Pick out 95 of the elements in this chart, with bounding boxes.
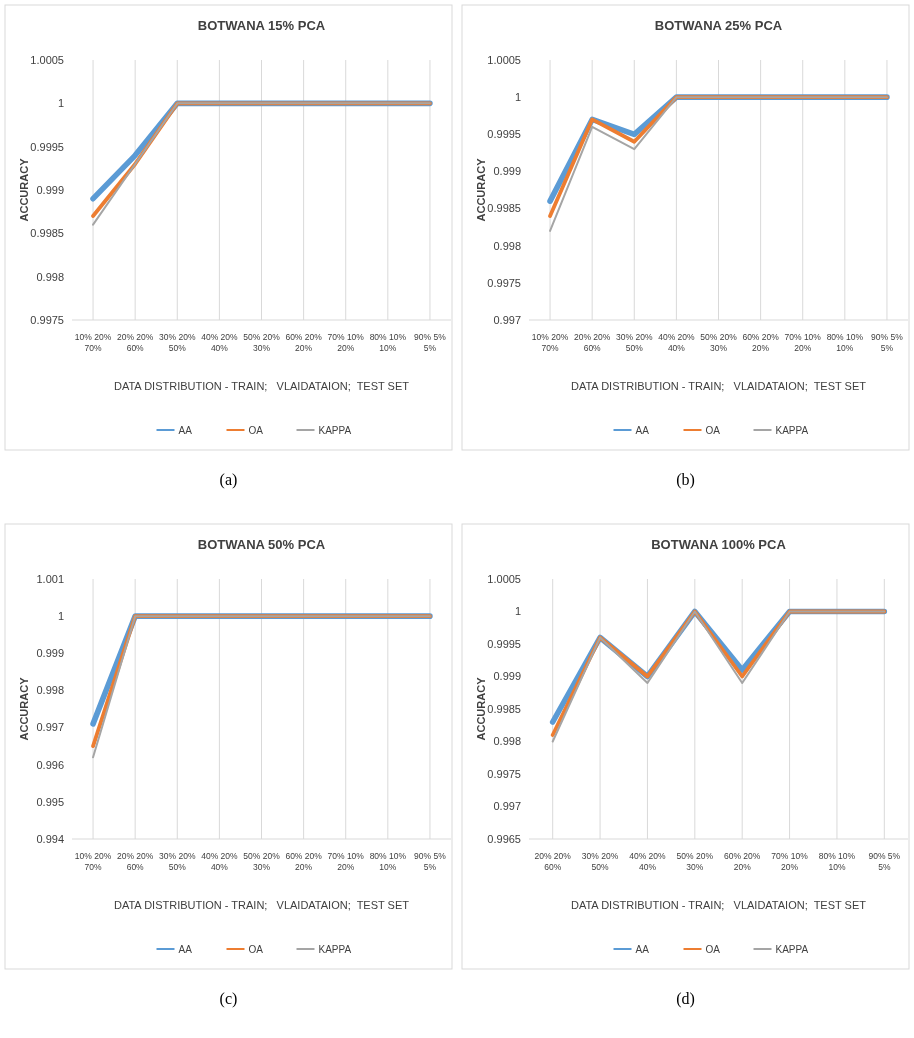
legend-label: KAPPA [318, 424, 352, 436]
x-tick-label: 10% 20% 70% [531, 332, 569, 354]
y-tick-label: 0.999 [493, 670, 521, 683]
x-tick-label: 90% 5% 5% [414, 332, 447, 354]
y-tick-label: 0.999 [36, 183, 64, 196]
y-tick-label: 1.001 [36, 572, 64, 585]
y-tick-label: 0.9975 [487, 276, 521, 289]
x-axis-title: DATA DISTRIBUTION - TRAIN; VLAIDATAION; TEST SET [570, 899, 867, 911]
x-tick-label: 80% 10% 10% [818, 851, 856, 873]
x-tick-label: 80% 10% 10% [369, 332, 407, 354]
text: (a) [219, 471, 238, 489]
x-tick-label: 90% 5% 5% [414, 851, 447, 873]
x-tick-label: 70% 10% 20% [771, 851, 809, 873]
legend-label: OA [705, 943, 721, 955]
x-axis-title: DATA DISTRIBUTION - TRAIN; VLAIDATAION; TEST SET [570, 380, 867, 392]
x-tick-label: 60% 20% 20% [285, 851, 323, 873]
x-tick-label: 30% 20% 50% [581, 851, 619, 873]
legend-label: OA [248, 424, 264, 436]
x-tick-label: 60% 20% 20% [723, 851, 761, 873]
x-tick-label: 20% 20% 60% [116, 851, 154, 873]
legend-label: AA [635, 424, 650, 436]
y-axis-title: ACCURACY [18, 157, 30, 222]
legend-label: OA [705, 424, 721, 436]
y-tick-label: 0.997 [493, 800, 521, 813]
x-tick-label: 60% 20% 20% [285, 332, 323, 354]
y-axis-title: ACCURACY [475, 676, 487, 741]
y-tick-label: 1.0005 [30, 53, 64, 66]
x-tick-label: 60% 20% 20% [742, 332, 780, 354]
y-tick-label: 0.998 [493, 735, 521, 748]
legend-label: KAPPA [775, 424, 809, 436]
text: (c) [219, 990, 238, 1008]
legend-label: KAPPA [775, 943, 809, 955]
y-tick-label: 1 [514, 605, 521, 618]
x-tick-label: 50% 20% 30% [243, 332, 281, 354]
x-tick-label: 40% 20% 40% [201, 332, 239, 354]
chart-title: BOTWANA 15% PCA [197, 18, 326, 33]
x-tick-label: 30% 20% 50% [159, 332, 196, 354]
x-tick-label: 70% 10% 20% [327, 332, 365, 354]
x-tick-label: 10% 20% 70% [74, 851, 112, 873]
legend-label: OA [248, 943, 264, 955]
chart-title: BOTWANA 50% PCA [197, 537, 326, 552]
x-tick-label: 80% 10% 10% [826, 332, 864, 354]
y-axis-title: ACCURACY [18, 676, 30, 741]
x-axis-title: DATA DISTRIBUTION - TRAIN; VLAIDATAION; TEST SET [113, 380, 410, 392]
y-tick-label: 0.998 [36, 270, 64, 283]
y-axis-title: ACCURACY [475, 157, 487, 222]
y-tick-label: 1.0005 [487, 572, 521, 585]
y-tick-label: 0.994 [36, 832, 64, 845]
y-tick-label: 1.0005 [487, 53, 521, 66]
x-tick-label: 10% 20% 70% [74, 332, 112, 354]
y-tick-label: 0.9985 [30, 227, 64, 240]
y-tick-label: 0.996 [36, 758, 64, 771]
x-tick-label: 20% 20% 60% [116, 332, 154, 354]
y-tick-label: 1 [514, 90, 521, 103]
x-tick-label: 40% 20% 40% [629, 851, 667, 873]
y-tick-label: 0.999 [36, 647, 64, 660]
x-tick-label: 30% 20% 50% [616, 332, 653, 354]
y-tick-label: 0.9995 [487, 128, 521, 141]
y-tick-label: 0.998 [36, 684, 64, 697]
y-tick-label: 0.997 [36, 721, 64, 734]
y-tick-label: 0.9995 [30, 140, 64, 153]
x-tick-label: 30% 20% 50% [159, 851, 196, 873]
x-tick-label: 70% 10% 20% [784, 332, 822, 354]
y-tick-label: 0.9995 [487, 637, 521, 650]
x-tick-label: 20% 20% 60% [573, 332, 611, 354]
y-tick-label: 1 [57, 97, 64, 110]
legend-label: KAPPA [318, 943, 352, 955]
text: (b) [676, 471, 695, 489]
x-tick-label: 50% 20% 30% [700, 332, 738, 354]
legend-label: AA [178, 424, 193, 436]
y-tick-label: 0.9975 [30, 313, 64, 326]
x-axis-title: DATA DISTRIBUTION - TRAIN; VLAIDATAION; TEST SET [113, 899, 410, 911]
legend-label: AA [178, 943, 193, 955]
y-tick-label: 0.9965 [487, 832, 521, 845]
x-tick-label: 20% 20% 60% [534, 851, 572, 873]
y-tick-label: 0.9975 [487, 767, 521, 780]
x-tick-label: 90% 5% 5% [871, 332, 904, 354]
chart-title: BOTWANA 25% PCA [654, 18, 783, 33]
legend-label: AA [635, 943, 650, 955]
x-tick-label: 40% 20% 40% [201, 851, 239, 873]
y-tick-label: 0.997 [493, 313, 521, 326]
y-tick-label: 0.9985 [487, 702, 521, 715]
y-tick-label: 1 [57, 609, 64, 622]
x-tick-label: 80% 10% 10% [369, 851, 407, 873]
text: (d) [676, 990, 695, 1008]
x-tick-label: 50% 20% 30% [676, 851, 714, 873]
chart-title: BOTWANA 100% PCA [651, 537, 787, 552]
y-tick-label: 0.999 [493, 165, 521, 178]
x-tick-label: 50% 20% 30% [243, 851, 281, 873]
y-tick-label: 0.995 [36, 795, 64, 808]
y-tick-label: 0.998 [493, 239, 521, 252]
y-tick-label: 0.9985 [487, 202, 521, 215]
x-tick-label: 70% 10% 20% [327, 851, 365, 873]
x-tick-label: 40% 20% 40% [658, 332, 696, 354]
x-tick-label: 90% 5% 5% [868, 851, 901, 873]
